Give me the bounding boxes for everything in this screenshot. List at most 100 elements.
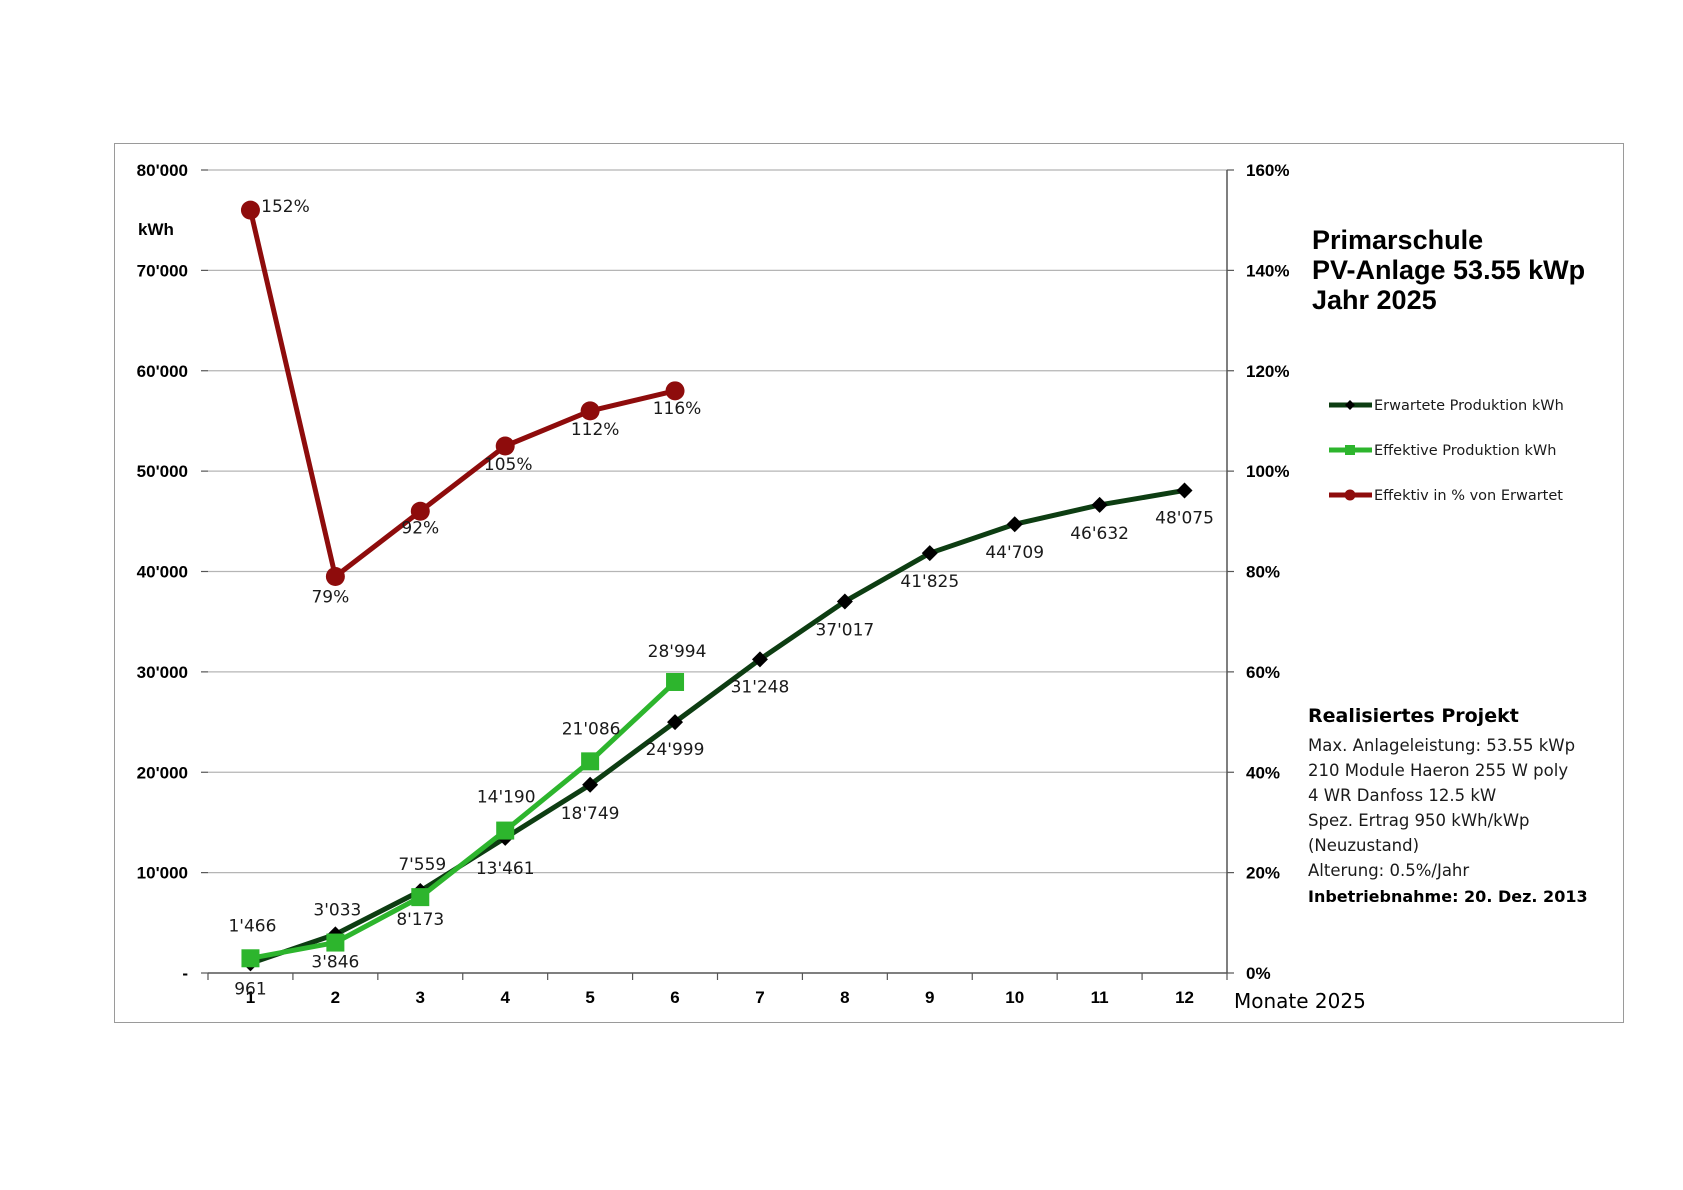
project-info-line: 4 WR Danfoss 12.5 kW xyxy=(1308,786,1496,805)
data-label: 3'846 xyxy=(311,952,359,972)
y2-tick-label: 100% xyxy=(1246,462,1289,481)
left-axis-ticks: - 10'000 20'000 30'000 40'000 50'000 60'000 70'… xyxy=(137,161,188,983)
legend-marker xyxy=(1345,400,1355,410)
y-tick-label: - xyxy=(182,964,188,983)
x-tick-label: 5 xyxy=(585,988,594,1007)
legend-marker xyxy=(1345,445,1355,455)
series-line-3 xyxy=(248,209,676,580)
data-point-percent xyxy=(495,436,515,456)
data-point-effective xyxy=(241,949,260,968)
data-label: 92% xyxy=(401,518,439,538)
y-tick-label: 40'000 xyxy=(137,563,188,582)
x-tick-label: 11 xyxy=(1091,988,1109,1007)
data-point-expected xyxy=(1006,516,1023,533)
project-info-title: Realisiertes Projekt xyxy=(1308,705,1519,727)
y-tick-label: 60'000 xyxy=(137,362,188,381)
y2-tick-label: 60% xyxy=(1246,663,1280,682)
right-axis-ticks: 0% 20% 40% 60% 80% 100% 120% 140% 160% xyxy=(1246,161,1289,983)
data-label: 3'033 xyxy=(313,901,361,921)
data-label: 37'017 xyxy=(815,620,874,640)
data-point-expected xyxy=(1176,482,1193,499)
data-label: 152% xyxy=(261,197,310,217)
x-tick-label: 9 xyxy=(925,988,934,1007)
data-point-percent xyxy=(580,401,600,421)
data-label: 18'749 xyxy=(561,804,620,824)
data-label: 46'632 xyxy=(1070,524,1129,544)
data-point-effective xyxy=(411,888,430,907)
data-label: 112% xyxy=(571,420,620,440)
project-info: Realisiertes Projekt Max. Anlageleistung… xyxy=(1308,705,1588,906)
y-tick-label: 70'000 xyxy=(137,261,188,280)
chart-title-line-2: PV-Anlage 53.55 kWp xyxy=(1312,255,1585,285)
series-line-2 xyxy=(250,680,677,961)
grid-lines xyxy=(208,169,1227,874)
legend-label: Effektiv in % von Erwartet xyxy=(1374,488,1563,504)
y2-tick-label: 40% xyxy=(1246,763,1280,782)
x-tick-label: 12 xyxy=(1175,988,1194,1007)
data-point-effective xyxy=(496,821,515,840)
y2-tick-label: 120% xyxy=(1246,362,1289,381)
project-info-line: (Neuzustand) xyxy=(1308,836,1419,855)
chart-frame xyxy=(114,143,1624,1023)
y2-tick-label: 20% xyxy=(1246,864,1280,883)
x-tick-label: 1 xyxy=(246,988,255,1007)
data-label: 116% xyxy=(653,399,702,419)
axes xyxy=(201,169,1234,980)
data-labels: 961 3'846 8'173 13'461 18'749 24'999 31'248 37'… xyxy=(228,197,1213,999)
x-tick-label: 3 xyxy=(416,988,425,1007)
series-layer xyxy=(240,200,1193,972)
data-label: 105% xyxy=(484,455,533,475)
data-point-expected xyxy=(667,714,684,731)
chart-title: Primarschule PV-Anlage 53.55 kWp Jahr 20… xyxy=(1312,225,1585,315)
chart-title-line-1: Primarschule xyxy=(1312,225,1483,255)
data-point-expected xyxy=(1091,496,1108,513)
project-info-line: Alterung: 0.5%/Jahr xyxy=(1308,861,1469,880)
y2-tick-label: 0% xyxy=(1246,964,1271,983)
data-point-effective xyxy=(581,752,600,771)
data-point-percent xyxy=(240,200,260,220)
data-point-expected xyxy=(582,776,599,793)
data-label: 44'709 xyxy=(985,543,1044,563)
x-tick-label: 10 xyxy=(1005,988,1024,1007)
data-label: 24'999 xyxy=(646,740,705,760)
x-tick-label: 8 xyxy=(840,988,849,1007)
legend: Erwartete Produktion kWh Effektive Produk… xyxy=(1329,398,1564,504)
x-tick-label: 6 xyxy=(670,988,679,1007)
project-info-line: Spez. Ertrag 950 kWh/kWp xyxy=(1308,811,1530,830)
y-unit-label: kWh xyxy=(138,220,174,239)
data-point-effective xyxy=(326,933,345,952)
legend-label: Erwartete Produktion kWh xyxy=(1374,398,1564,414)
data-point-percent xyxy=(325,567,345,587)
x-tick-label: 4 xyxy=(500,988,510,1007)
data-label: 7'559 xyxy=(398,855,446,875)
chart-title-line-3: Jahr 2025 xyxy=(1312,285,1437,315)
y-tick-label: 50'000 xyxy=(137,462,188,481)
data-label: 79% xyxy=(311,588,349,608)
y2-tick-label: 140% xyxy=(1246,261,1289,280)
data-point-expected xyxy=(836,593,853,610)
legend-label: Effektive Produktion kWh xyxy=(1374,443,1556,459)
series-line-1 xyxy=(249,487,1185,966)
data-label: 41'825 xyxy=(900,572,959,592)
y-tick-label: 20'000 xyxy=(137,763,188,782)
data-label: 1'466 xyxy=(228,916,276,936)
data-label: 8'173 xyxy=(396,910,444,930)
project-info-line: Max. Anlageleistung: 53.55 kWp xyxy=(1308,736,1575,755)
project-info-commissioning: Inbetriebnahme: 20. Dez. 2013 xyxy=(1308,887,1588,906)
data-point-expected xyxy=(921,545,938,562)
y-tick-label: 30'000 xyxy=(137,663,188,682)
y2-tick-label: 80% xyxy=(1246,563,1280,582)
data-label: 31'248 xyxy=(731,677,790,697)
data-label: 28'994 xyxy=(648,642,707,662)
y-tick-label: 10'000 xyxy=(137,864,188,883)
data-point-expected xyxy=(751,651,768,668)
x-tick-label: 2 xyxy=(331,988,340,1007)
data-point-percent xyxy=(410,501,430,521)
y2-tick-label: 160% xyxy=(1246,161,1289,180)
data-label: 14'190 xyxy=(477,788,536,808)
x-tick-label: 7 xyxy=(755,988,764,1007)
project-info-line: 210 Module Haeron 255 W poly xyxy=(1308,761,1568,780)
legend-marker xyxy=(1344,489,1356,501)
x-axis-ticks: 1 2 3 4 5 6 7 8 9 10 11 12 xyxy=(246,988,1194,1007)
